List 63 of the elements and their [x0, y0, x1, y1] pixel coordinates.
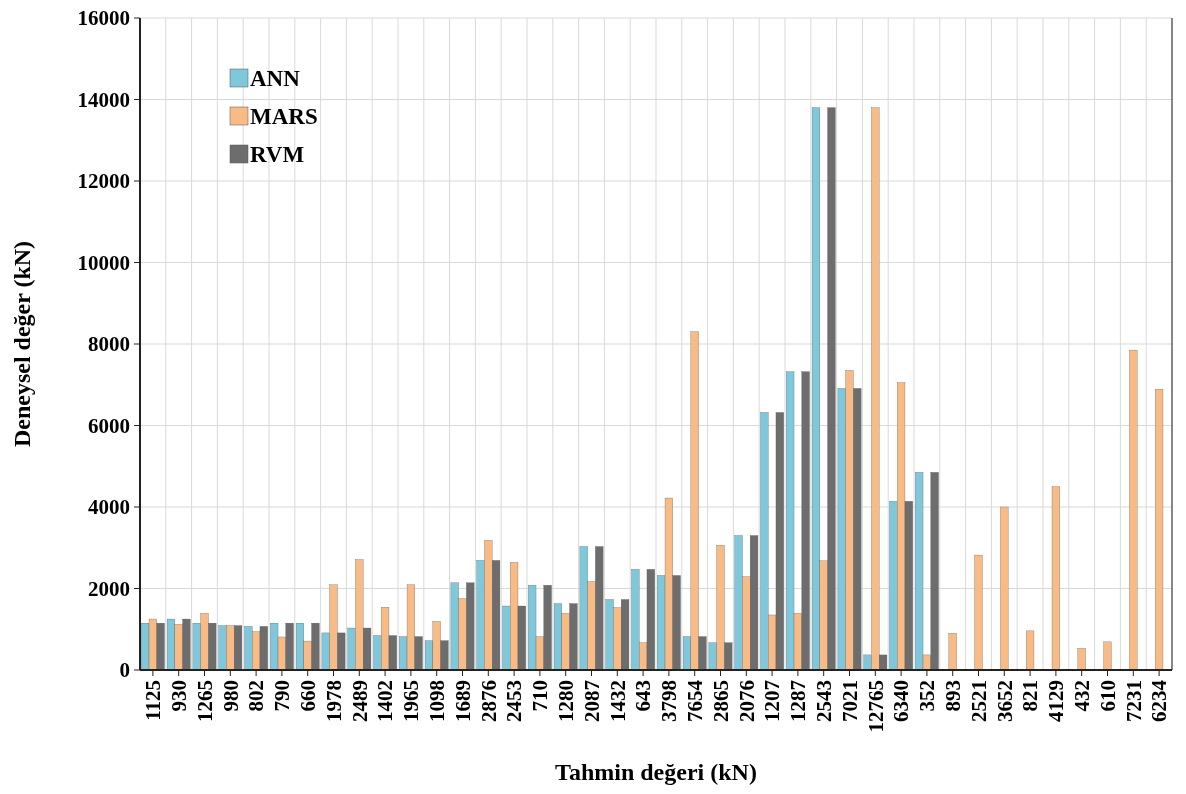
x-tick-label: 7231	[1121, 680, 1146, 722]
bar	[1129, 349, 1138, 671]
x-tick-label: 1689	[450, 680, 475, 722]
x-tick-label: 2489	[347, 680, 372, 722]
x-tick-label: 980	[218, 680, 243, 712]
x-tick-label: 930	[167, 680, 192, 712]
x-tick-label: 7654	[683, 679, 708, 722]
x-tick-label: 802	[244, 680, 269, 712]
x-axis-title: Tahmin değeri (kN)	[555, 759, 757, 785]
y-tick-label: 2000	[88, 576, 130, 601]
x-tick-label: 710	[528, 680, 553, 712]
bar	[1000, 506, 1009, 671]
bar	[1026, 630, 1035, 671]
x-tick-label: 2543	[812, 680, 837, 722]
y-tick-label: 8000	[88, 332, 130, 357]
x-tick-label: 12765	[863, 680, 888, 733]
x-tick-label: 2076	[734, 680, 759, 722]
x-tick-label: 352	[915, 680, 940, 712]
x-tick-label: 790	[270, 680, 295, 712]
x-tick-label: 1965	[399, 680, 424, 722]
y-tick-label: 16000	[77, 6, 130, 31]
x-tick-label: 1402	[373, 680, 398, 722]
bar	[1103, 641, 1112, 671]
bar	[974, 554, 983, 671]
x-tick-label: 1978	[321, 680, 346, 722]
legend-label: ANN	[250, 66, 301, 92]
x-tick-label: 1265	[192, 680, 217, 722]
legend-label: RVM	[250, 142, 305, 168]
x-tick-label: 2521	[966, 680, 991, 722]
y-tick-label: 12000	[77, 169, 130, 194]
x-tick-label: 2865	[708, 680, 733, 722]
bar	[948, 633, 957, 671]
x-tick-label: 2453	[502, 680, 527, 722]
x-tick-label: 1432	[605, 680, 630, 722]
bar	[1155, 389, 1164, 671]
x-tick-label: 3798	[657, 680, 682, 722]
y-axis-title: Deneysel değer (kN)	[9, 240, 35, 448]
x-tick-label: 4129	[1044, 680, 1069, 722]
x-tick-label: 6234	[1147, 679, 1172, 722]
x-tick-label: 7021	[837, 680, 862, 722]
y-tick-label: 4000	[88, 495, 130, 520]
x-tick-label: 643	[631, 680, 656, 712]
y-tick-label: 10000	[77, 250, 130, 275]
x-tick-label: 432	[1070, 680, 1095, 712]
x-tick-label: 610	[1095, 680, 1120, 712]
x-tick-label: 2087	[579, 680, 604, 722]
x-tick-label: 6340	[889, 680, 914, 722]
y-tick-label: 14000	[77, 87, 130, 112]
x-tick-label: 1287	[786, 680, 811, 722]
x-tick-label: 1207	[760, 680, 785, 722]
bar	[1077, 648, 1086, 671]
legend-label: MARS	[250, 104, 318, 130]
y-tick-label: 6000	[88, 413, 130, 438]
x-tick-label: 893	[941, 680, 966, 712]
x-tick-label: 1280	[554, 680, 579, 722]
x-tick-label: 821	[1018, 680, 1043, 712]
y-tick-label: 0	[119, 658, 130, 683]
x-tick-label: 1125	[141, 680, 166, 721]
x-tick-label: 2876	[476, 680, 501, 722]
x-tick-label: 3652	[992, 680, 1017, 722]
x-tick-label: 660	[296, 680, 321, 712]
bar	[1051, 486, 1060, 671]
x-tick-label: 1098	[425, 680, 450, 722]
